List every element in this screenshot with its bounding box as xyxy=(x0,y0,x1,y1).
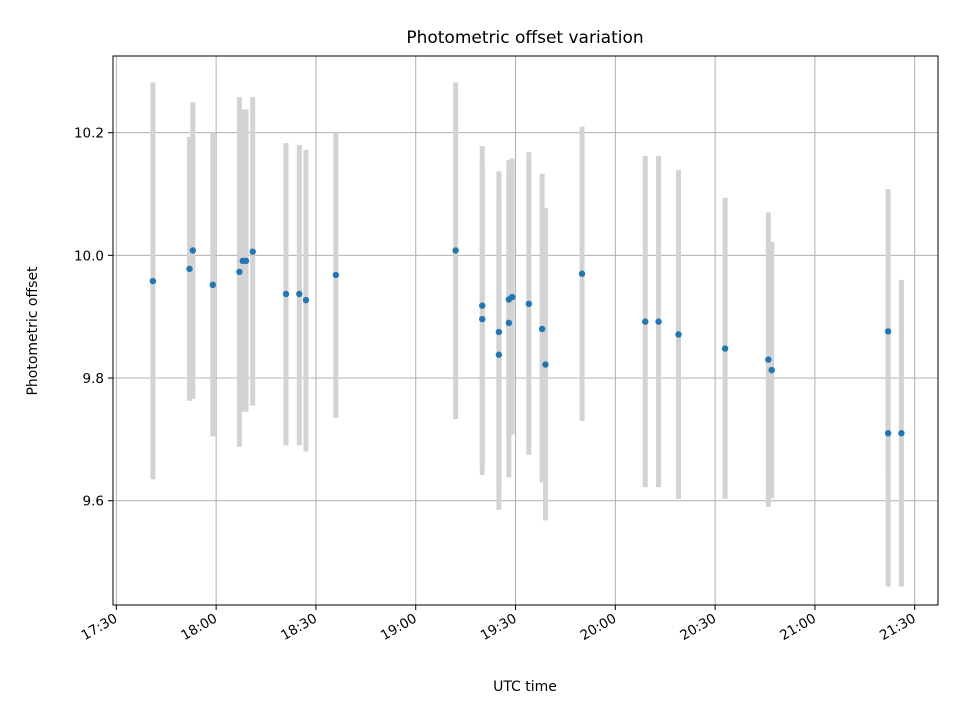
data-point xyxy=(765,356,772,363)
x-axis-label: UTC time xyxy=(493,679,557,695)
y-tick-label: 9.6 xyxy=(83,494,104,510)
data-point xyxy=(242,257,250,265)
data-point xyxy=(884,328,892,335)
y-tick-label: 10.2 xyxy=(74,126,104,142)
data-point xyxy=(495,351,503,358)
data-point xyxy=(642,318,649,325)
data-point xyxy=(898,430,905,437)
data-point xyxy=(525,300,533,308)
data-point xyxy=(495,328,503,336)
data-point xyxy=(505,319,513,327)
data-point xyxy=(189,247,197,254)
grid xyxy=(113,56,938,605)
data-point xyxy=(768,366,775,374)
data-point xyxy=(149,277,157,285)
y-tick-label: 10.0 xyxy=(74,248,104,264)
data-point xyxy=(721,345,729,352)
data-point xyxy=(302,296,310,304)
data-point xyxy=(655,318,662,325)
data-point xyxy=(236,268,243,276)
data-point xyxy=(209,281,216,289)
data-point xyxy=(538,325,546,333)
data-point xyxy=(186,265,193,273)
data-point xyxy=(508,293,516,301)
data-point xyxy=(542,361,549,368)
chart-title: Photometric offset variation xyxy=(406,28,643,48)
y-tick-label: 9.8 xyxy=(83,371,104,387)
data-point xyxy=(578,270,586,277)
data-point xyxy=(884,430,892,437)
data-points xyxy=(149,247,905,437)
data-point xyxy=(479,315,486,323)
data-point xyxy=(282,290,290,298)
data-point xyxy=(332,271,340,279)
y-axis-label: Photometric offset xyxy=(25,266,41,396)
plot-frame xyxy=(112,55,939,606)
data-point xyxy=(675,331,682,338)
data-point xyxy=(296,290,303,298)
data-point xyxy=(479,302,486,309)
y-axis-ticks: 9.6 9.8 10.0 10.2 xyxy=(74,126,113,510)
data-point xyxy=(249,248,256,255)
data-point xyxy=(452,247,459,254)
